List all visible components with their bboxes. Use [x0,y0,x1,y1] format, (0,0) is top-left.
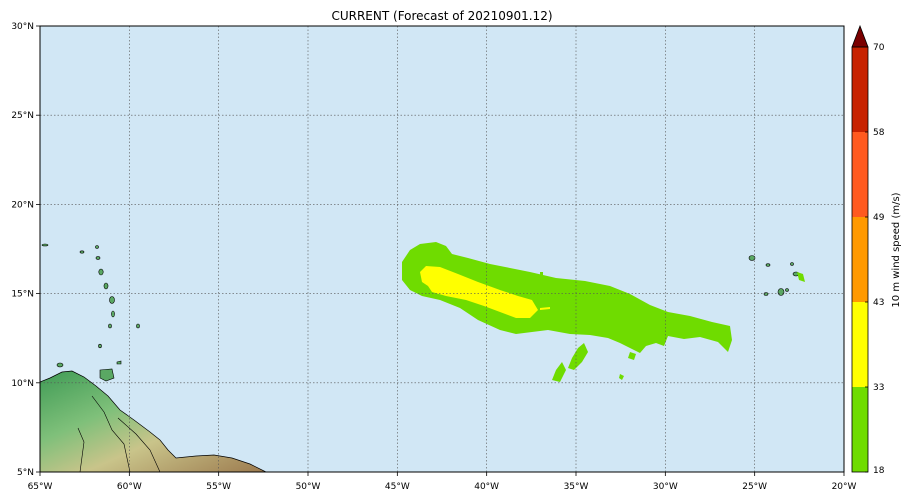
colorbar-tick-label: 58 [873,128,885,138]
x-tick-label: 55°W [206,482,231,492]
border-line [77,427,85,472]
latitude-axis: 5°N 10°N 15°N 20°N 25°N 30°N [11,22,40,478]
colorbar-bin [852,302,868,387]
wind-swath-yellow [420,266,550,318]
x-tick-label: 45°W [385,482,410,492]
longitude-axis: 65°W 60°W 55°W 50°W 45°W 40°W 35°W 30°W 25°W 20°W [28,472,857,492]
y-tick-label: 5°N [17,468,34,478]
colorbar-bin [852,387,868,472]
trinidad-island [99,368,115,382]
colorbar-label: 10 m wind speed (m/s) [891,192,902,307]
border-line [117,417,161,472]
y-tick-label: 30°N [11,22,34,32]
wind-swath-green [402,242,805,382]
map-gridlines [40,26,844,472]
y-tick-label: 15°N [11,290,34,300]
plot-title: CURRENT (Forecast of 20210901.12) [331,9,553,23]
colorbar-bin [852,47,868,132]
colorbar-extend-arrow [851,24,869,48]
colorbar: 18 33 43 49 58 70 [851,24,885,476]
south-america-landmass [40,370,267,472]
y-tick-label: 20°N [11,200,34,210]
y-tick-label: 10°N [11,379,34,389]
map-frame [39,25,845,473]
x-tick-label: 30°W [653,482,678,492]
x-tick-label: 65°W [28,482,53,492]
tobago-island [116,360,122,365]
colorbar-bin [852,132,868,217]
x-tick-label: 40°W [474,482,499,492]
lesser-antilles [41,243,140,368]
x-tick-label: 35°W [564,482,589,492]
x-tick-label: 60°W [117,482,142,492]
y-tick-label: 25°N [11,111,34,121]
border-line [91,395,131,472]
x-tick-label: 50°W [296,482,321,492]
x-tick-label: 20°W [832,482,857,492]
colorbar-tick-label: 49 [873,213,885,223]
colorbar-tick-label: 18 [873,466,885,476]
colorbar-tick-label: 70 [873,43,885,53]
colorbar-tick-label: 33 [873,383,884,393]
colorbar-tick-label: 43 [873,298,884,308]
colorbar-bin [852,217,868,302]
colorbar-frame [851,46,869,473]
x-tick-label: 25°W [742,482,767,492]
